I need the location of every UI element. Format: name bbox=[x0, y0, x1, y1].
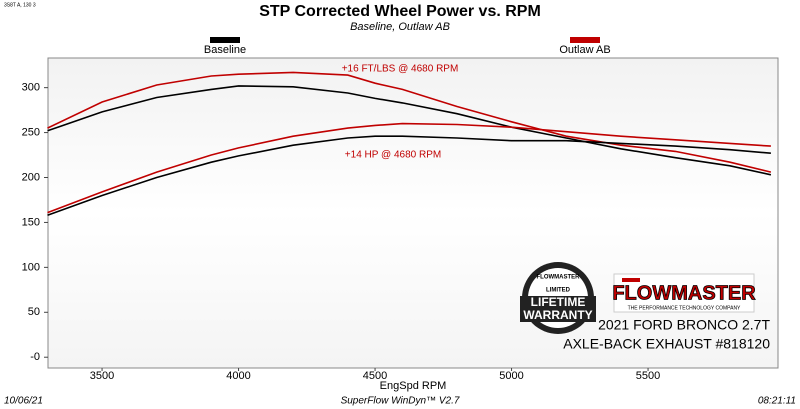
x-tick-label: 4500 bbox=[363, 370, 387, 382]
badge-big: WARRANTY bbox=[523, 308, 592, 322]
data-line bbox=[47, 135, 771, 216]
y-tick-label: 300 bbox=[22, 82, 40, 94]
badge-big: LIFETIME bbox=[531, 295, 586, 309]
logo: FLOWMASTER THE PERFORMANCE TECHNOLOGY CO… bbox=[612, 273, 757, 313]
logo-tagline: THE PERFORMANCE TECHNOLOGY COMPANY bbox=[628, 305, 741, 311]
footer-date: 10/06/21 bbox=[4, 396, 43, 407]
data-line bbox=[47, 71, 772, 173]
annotation: +14 HP @ 4680 RPM bbox=[345, 150, 441, 161]
chart-subtitle: Baseline, Outlaw AB bbox=[350, 21, 450, 33]
legend-swatch bbox=[570, 37, 600, 43]
y-tick-label: 200 bbox=[22, 171, 40, 183]
legend-label: Baseline bbox=[204, 44, 246, 56]
x-tick-label: 3500 bbox=[90, 370, 114, 382]
data-line bbox=[47, 85, 772, 176]
footer-software: SuperFlow WinDyn™ V2.7 bbox=[341, 396, 460, 407]
y-tick-label: 100 bbox=[22, 261, 40, 273]
y-tick-label: 250 bbox=[22, 126, 40, 138]
y-tick-label: -0 bbox=[30, 351, 40, 363]
logo-text: FLOWMASTER bbox=[612, 282, 756, 304]
data-line bbox=[47, 122, 771, 214]
x-axis-label: EngSpd RPM bbox=[380, 380, 447, 392]
footer-time: 08:21:11 bbox=[758, 396, 796, 407]
legend-swatch bbox=[210, 37, 240, 43]
vehicle: 2021 FORD BRONCO 2.7T bbox=[598, 317, 770, 333]
plot-area bbox=[47, 57, 779, 369]
legend-label: Outlaw AB bbox=[559, 44, 610, 56]
x-tick-label: 4000 bbox=[226, 370, 250, 382]
annotation: +16 FT/LBS @ 4680 RPM bbox=[342, 64, 459, 75]
badge-mid: LIMITED bbox=[546, 288, 571, 294]
x-tick-label: 5000 bbox=[499, 370, 523, 382]
y-tick-label: 150 bbox=[22, 216, 40, 228]
corner-code: 3S8T A, 130 3 bbox=[4, 2, 36, 8]
product: AXLE-BACK EXHAUST #818120 bbox=[563, 336, 770, 352]
chart-title: STP Corrected Wheel Power vs. RPM bbox=[259, 3, 541, 20]
badge-top: FLOWMASTER bbox=[537, 275, 581, 281]
warranty-badge: FLOWMASTER LIMITED LIFETIME WARRANTY bbox=[520, 262, 596, 334]
x-tick-label: 5500 bbox=[636, 370, 660, 382]
y-tick-label: 50 bbox=[28, 306, 40, 318]
